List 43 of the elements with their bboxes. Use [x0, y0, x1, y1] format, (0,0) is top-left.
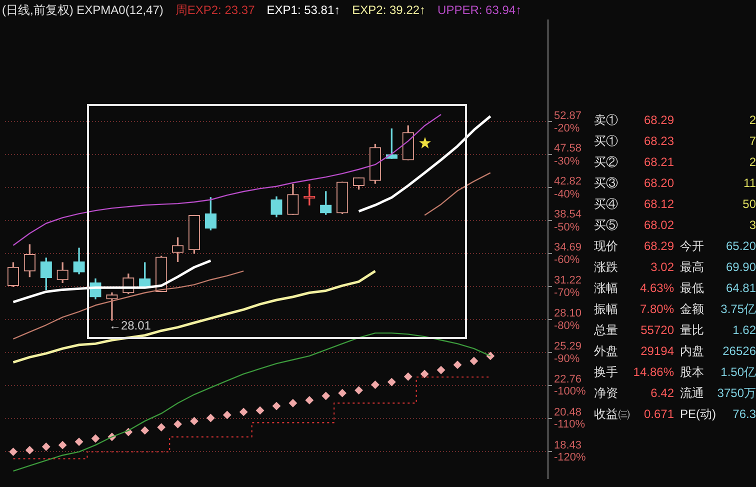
- text: 净资 6.42 流通 3750万: [594, 386, 756, 400]
- y2-tick-label: -120%: [554, 451, 586, 464]
- text: UPPER: 63.94↑: [438, 3, 522, 17]
- text: 买① 68.23 7: [594, 134, 756, 148]
- y-tick-label: 28.10: [554, 307, 582, 320]
- text: 总量 55720 量比 1.62: [594, 323, 756, 337]
- y2-tick-label: -30%: [554, 156, 580, 168]
- chart-title: (日线,前复权) EXPMA0(12,47): [2, 3, 164, 17]
- y-tick-label: 47.58: [554, 142, 582, 155]
- text: 买② 68.21 2: [594, 155, 756, 169]
- text: EXP2: 39.22↑: [352, 3, 426, 17]
- y-tick-label: 34.69: [554, 242, 582, 254]
- y2-tick-label: -110%: [554, 418, 586, 431]
- text: 振幅 7.80% 金额 3.75亿: [594, 302, 756, 316]
- text: 外盘 29194 内盘 26526: [594, 344, 756, 358]
- y2-tick-label: -20%: [554, 122, 580, 135]
- text: EXP1: 53.81↑: [266, 3, 340, 17]
- y2-tick-label: -60%: [554, 254, 580, 266]
- text: 周EXP2: 23.37: [175, 3, 255, 17]
- text: 涨跌 3.02 最高 69.90: [594, 260, 756, 274]
- y2-tick-label: -80%: [554, 320, 580, 332]
- y-tick-label: 31.22: [554, 274, 582, 287]
- text: 涨幅 4.63% 最低 64.81: [594, 281, 756, 295]
- text: 现价 68.29 今开 65.20: [594, 239, 756, 253]
- y2-tick-label: -40%: [554, 188, 580, 200]
- y2-tick-label: -50%: [554, 221, 580, 234]
- y-tick-label: 42.82: [554, 176, 582, 188]
- y-tick-label: 38.54: [554, 208, 582, 221]
- y-tick-label: 20.48: [554, 406, 582, 418]
- text: 收益㈢ 0.671 PE(动) 76.3: [594, 407, 756, 421]
- y-tick-label: 52.87: [554, 110, 582, 122]
- y2-tick-label: -90%: [554, 352, 580, 365]
- y-tick-label: 25.29: [554, 340, 582, 352]
- text: 换手 14.86% 股本 1.50亿: [594, 365, 756, 379]
- annotation: ←28.01: [108, 318, 152, 333]
- text: 买③ 68.20 11: [594, 176, 756, 190]
- y-tick-label: 18.43: [554, 439, 582, 452]
- y2-tick-label: -100%: [554, 386, 586, 398]
- text: 买④ 68.12 50: [594, 197, 756, 211]
- text: 卖① 68.29 2: [594, 113, 756, 127]
- y2-tick-label: -70%: [554, 287, 580, 300]
- text: 买⑤ 68.02 3: [594, 218, 756, 232]
- y-tick-label: 22.76: [554, 373, 582, 386]
